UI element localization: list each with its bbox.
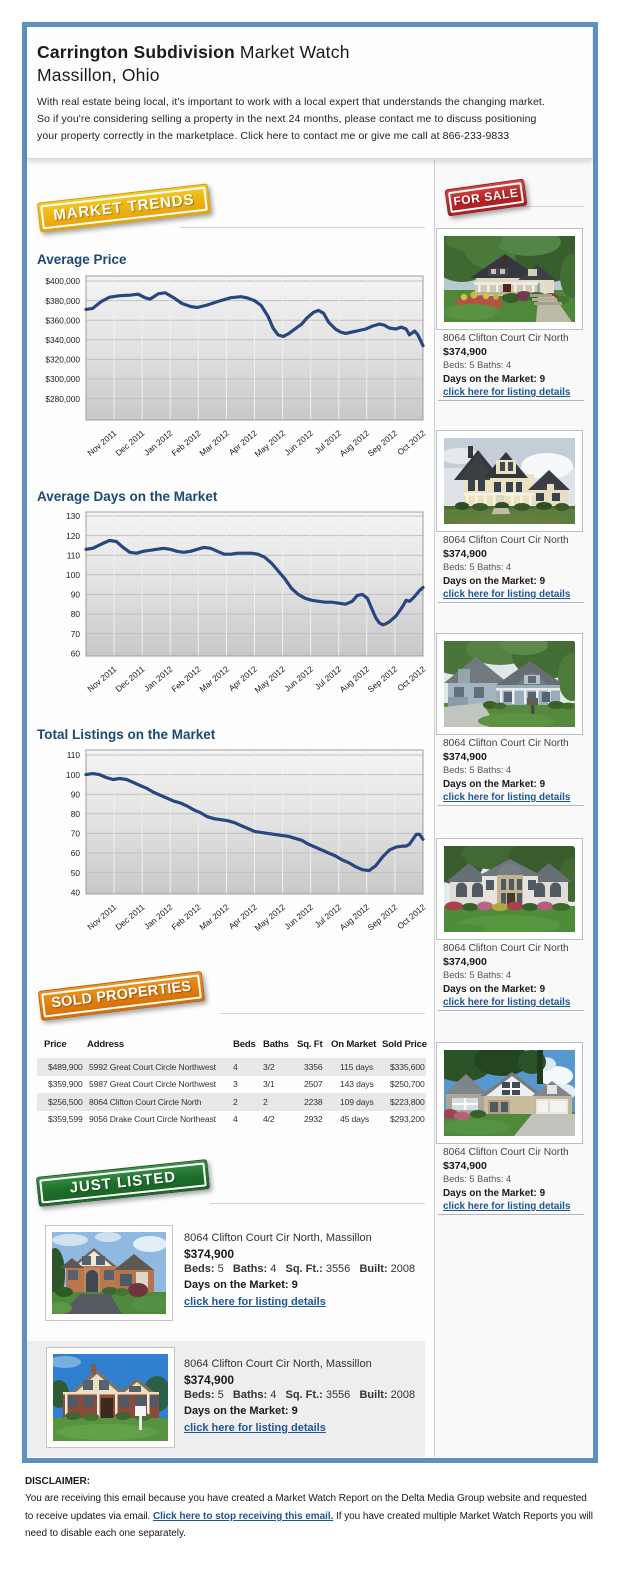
svg-text:Dec 2011: Dec 2011 [113, 902, 146, 932]
svg-text:Dec 2011: Dec 2011 [113, 664, 146, 694]
svg-text:70: 70 [71, 629, 81, 639]
svg-text:60: 60 [71, 648, 81, 658]
svg-text:Jan 2012: Jan 2012 [142, 428, 175, 458]
svg-text:Feb 2012: Feb 2012 [169, 428, 203, 458]
svg-text:Jan 2012: Jan 2012 [142, 664, 175, 694]
svg-text:Oct 2012: Oct 2012 [395, 428, 428, 458]
svg-text:90: 90 [71, 789, 81, 799]
svg-text:Dec 2011: Dec 2011 [113, 428, 146, 458]
svg-text:110: 110 [67, 550, 81, 560]
svg-text:$320,000: $320,000 [45, 355, 80, 365]
svg-text:$360,000: $360,000 [45, 315, 80, 325]
svg-text:May 2012: May 2012 [253, 428, 288, 459]
svg-text:Sep 2012: Sep 2012 [366, 664, 400, 695]
svg-text:Jan 2012: Jan 2012 [142, 902, 175, 932]
svg-text:40: 40 [71, 887, 81, 897]
svg-text:120: 120 [66, 531, 80, 541]
svg-text:Nov 2011: Nov 2011 [85, 428, 118, 458]
svg-text:Sep 2012: Sep 2012 [366, 902, 400, 933]
svg-text:$280,000: $280,000 [45, 394, 80, 404]
svg-text:Oct 2012: Oct 2012 [395, 664, 428, 694]
svg-text:100: 100 [66, 770, 80, 780]
svg-text:90: 90 [71, 590, 81, 600]
svg-text:60: 60 [71, 848, 81, 858]
svg-text:Nov 2011: Nov 2011 [85, 664, 118, 694]
svg-text:May 2012: May 2012 [253, 664, 288, 695]
svg-text:Jun 2012: Jun 2012 [282, 664, 315, 694]
svg-text:110: 110 [67, 750, 81, 760]
svg-text:Mar 2012: Mar 2012 [197, 902, 231, 932]
svg-text:80: 80 [71, 809, 81, 819]
svg-text:Feb 2012: Feb 2012 [169, 902, 203, 932]
svg-text:Jun 2012: Jun 2012 [282, 428, 315, 458]
svg-text:Feb 2012: Feb 2012 [169, 664, 203, 694]
svg-text:Aug 2012: Aug 2012 [337, 664, 371, 695]
svg-text:$340,000: $340,000 [45, 335, 80, 345]
svg-text:Mar 2012: Mar 2012 [197, 428, 231, 458]
svg-text:50: 50 [71, 868, 81, 878]
svg-text:Oct 2012: Oct 2012 [395, 902, 428, 932]
svg-text:$300,000: $300,000 [45, 374, 80, 384]
svg-text:Jun 2012: Jun 2012 [282, 902, 315, 932]
svg-text:Nov 2011: Nov 2011 [85, 902, 118, 932]
svg-text:Sep 2012: Sep 2012 [366, 428, 400, 459]
svg-text:100: 100 [66, 570, 80, 580]
svg-text:May 2012: May 2012 [253, 902, 288, 933]
svg-text:$400,000: $400,000 [45, 276, 80, 286]
svg-text:Mar 2012: Mar 2012 [197, 664, 231, 694]
svg-text:80: 80 [71, 609, 81, 619]
svg-text:Aug 2012: Aug 2012 [337, 428, 371, 459]
svg-text:130: 130 [66, 511, 80, 521]
svg-text:70: 70 [71, 829, 81, 839]
svg-text:$380,000: $380,000 [45, 296, 80, 306]
svg-text:Aug 2012: Aug 2012 [337, 902, 371, 933]
